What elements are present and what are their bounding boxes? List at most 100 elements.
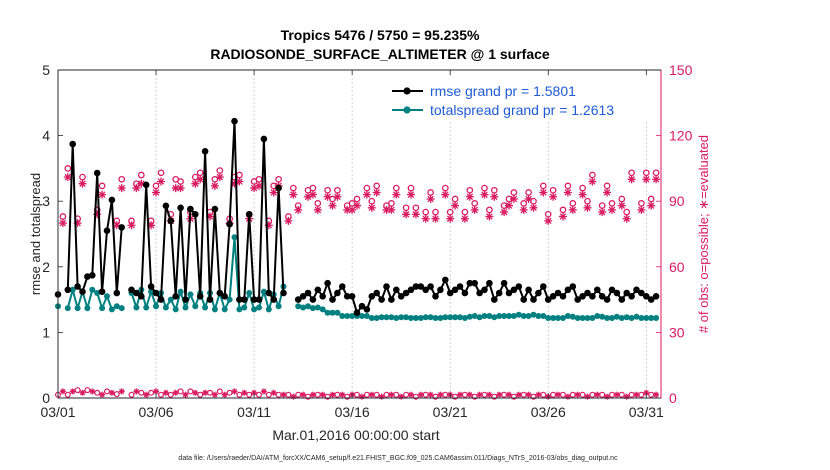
asterisk-stroke [163, 390, 169, 396]
asterisk-stroke [471, 206, 478, 214]
asterisk-stroke [339, 392, 345, 398]
series-rmse-point [270, 296, 278, 303]
asterisk-stroke [285, 217, 292, 225]
obs-evaluated-marker [465, 192, 474, 201]
obs-evaluated-marker [598, 208, 607, 217]
series-rmse-point [241, 296, 248, 303]
y-tick-label-right: 90 [669, 193, 685, 209]
series-rmse-point [152, 289, 160, 297]
obs-bottom-marker [574, 391, 581, 398]
series-rmse-point [476, 289, 483, 297]
asterisk-stroke [172, 184, 179, 192]
series-rmse-point [133, 289, 140, 297]
series-totalspread-point [383, 314, 390, 321]
series-rmse-point [564, 286, 572, 294]
series-rmse-point [324, 279, 331, 287]
obs-bottom-marker [128, 391, 135, 398]
series-rmse-point [559, 293, 567, 300]
series-totalspread-point [530, 311, 537, 318]
obs-evaluated-marker [407, 190, 415, 199]
data-layer [54, 117, 661, 400]
obs-evaluated-marker [152, 188, 160, 197]
y-tick-label-left: 3 [42, 193, 50, 209]
obs-evaluated-marker [117, 184, 126, 193]
obs-evaluated-marker [446, 214, 455, 223]
series-totalspread-point [162, 304, 169, 311]
obs-bottom-marker [74, 387, 81, 394]
series-rmse-point [471, 279, 479, 287]
obs-bottom-marker [559, 391, 566, 398]
y-tick-label-right: 120 [669, 128, 693, 144]
obs-bottom-marker [633, 391, 640, 398]
asterisk-stroke [486, 213, 493, 220]
asterisk-stroke [442, 191, 449, 198]
series-rmse-point [437, 286, 444, 294]
obs-evaluated-marker [622, 214, 631, 223]
series-rmse-point [319, 293, 327, 300]
obs-bottom-marker [172, 389, 179, 396]
asterisk-stroke [60, 388, 66, 395]
obs-bottom-marker [530, 393, 537, 400]
series-rmse-point [255, 296, 263, 303]
series-totalspread-point [510, 313, 517, 319]
asterisk-stroke [418, 392, 424, 398]
obs-bottom-marker [623, 393, 630, 400]
asterisk-stroke [496, 392, 502, 398]
obs-bottom-marker [133, 388, 140, 395]
series-totalspread-point [143, 304, 150, 311]
obs-bottom-marker [412, 393, 419, 400]
obs-evaluated-marker [470, 205, 479, 214]
obs-evaluated-marker [328, 201, 337, 210]
asterisk-stroke [314, 206, 322, 214]
asterisk-stroke [70, 388, 76, 395]
obs-bottom-marker [94, 389, 101, 396]
x-tick-label: 03/31 [629, 404, 664, 420]
series-totalspread-point [540, 313, 547, 319]
obs-bottom-marker [221, 391, 228, 398]
series-totalspread-point [373, 315, 380, 321]
y-tick-label-left: 4 [42, 128, 50, 144]
series-totalspread-point [182, 304, 189, 311]
series-rmse-point [142, 181, 150, 189]
series-rmse-point [128, 286, 135, 294]
obs-evaluated-marker [392, 190, 401, 199]
series-rmse-point [569, 283, 577, 290]
series-rmse-point [275, 184, 282, 192]
series-totalspread-point [496, 313, 503, 319]
series-rmse-point [407, 286, 415, 294]
asterisk-stroke [138, 180, 145, 187]
obs-bottom-marker [84, 387, 91, 394]
asterisk-stroke [369, 392, 375, 398]
series-totalspread-point [501, 313, 508, 319]
asterisk-stroke [329, 392, 336, 398]
obs-evaluated-marker [411, 210, 420, 219]
series-totalspread-point [241, 304, 248, 311]
series-rmse-point [368, 293, 376, 300]
obs-evaluated-marker [176, 184, 185, 193]
obs-bottom-marker [344, 393, 351, 400]
obs-bottom-marker [638, 391, 645, 398]
legend-label-spread: totalspread grand pr = 1.2613 [430, 102, 614, 118]
series-totalspread-point [187, 291, 194, 298]
obs-evaluated-marker [171, 184, 180, 193]
obs-bottom-marker [192, 389, 199, 396]
series-rmse-point [613, 289, 621, 297]
asterisk-stroke [152, 189, 160, 196]
asterisk-stroke [428, 392, 434, 398]
y-tick-label-right: 60 [669, 259, 685, 275]
series-rmse-point [535, 289, 542, 297]
series-totalspread-point [403, 314, 410, 321]
series-rmse-point [608, 286, 616, 294]
obs-bottom-marker [177, 388, 184, 395]
series-rmse-point [388, 296, 395, 303]
series-rmse-point [579, 293, 586, 300]
obs-evaluated-marker [402, 210, 411, 219]
asterisk-stroke [486, 392, 492, 398]
series-rmse-point [427, 283, 434, 290]
obs-bottom-marker [305, 393, 312, 400]
asterisk-stroke [173, 390, 179, 396]
series-rmse-point [250, 296, 258, 303]
x-tick-label: 03/01 [40, 404, 75, 420]
obs-bottom-marker [471, 393, 478, 400]
y-tick-label-left: 0 [42, 390, 50, 406]
